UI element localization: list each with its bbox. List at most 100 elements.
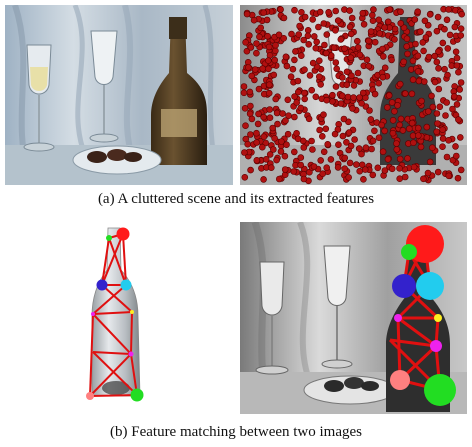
feature-point [288, 30, 295, 38]
feature-point [394, 102, 401, 109]
feature-point [356, 167, 363, 175]
feature-point [300, 144, 308, 151]
feature-point [240, 83, 248, 90]
feature-point [297, 52, 305, 60]
feature-point [292, 48, 299, 55]
caption-b: (b) Feature matching between two images [110, 424, 362, 440]
feature-point [449, 105, 456, 113]
feature-point [426, 158, 434, 166]
feature-point [263, 16, 271, 24]
feature-point [341, 45, 348, 52]
feature-point [386, 6, 393, 13]
feature-point [356, 51, 364, 59]
feature-point [262, 156, 270, 163]
feature-point [362, 144, 370, 151]
feature-point [271, 135, 278, 142]
feature-point [323, 49, 330, 57]
feature-point [445, 172, 453, 180]
feature-point [371, 38, 379, 46]
feature-point [408, 90, 416, 98]
feature-point [458, 10, 465, 18]
feature-point [400, 58, 407, 66]
grayscale-scene-image [240, 222, 467, 414]
feature-point [266, 106, 274, 113]
feature-point [256, 33, 263, 41]
feature-point [277, 6, 284, 13]
feature-point [266, 114, 274, 121]
feature-point [428, 92, 435, 100]
feature-point [359, 9, 367, 17]
feature-point [251, 66, 259, 73]
feature-point [425, 108, 432, 115]
feature-point [272, 95, 280, 103]
feature-point [351, 136, 358, 143]
feature-point [316, 8, 324, 16]
feature-point [241, 149, 248, 156]
feature-point [253, 139, 261, 146]
feature-point [452, 143, 459, 150]
feature-point [433, 128, 440, 135]
feature-point [248, 72, 255, 80]
feature-point [441, 65, 448, 73]
feature-point [267, 164, 275, 171]
feature-point [272, 47, 279, 55]
feature-point [281, 152, 289, 160]
feature-point [391, 25, 399, 33]
feature-point [434, 120, 441, 127]
feature-point [388, 99, 396, 106]
feature-point [243, 10, 251, 18]
feature-point [341, 154, 349, 162]
feature-point [346, 23, 354, 31]
feature-point [443, 153, 451, 161]
feature-point [368, 145, 375, 153]
feature-point [375, 134, 383, 141]
feature-point [279, 110, 286, 117]
feature-point [335, 141, 342, 148]
feature-point [305, 40, 312, 48]
feature-point [296, 22, 303, 30]
feature-point [417, 143, 425, 151]
feature-point [453, 54, 461, 62]
feature-point [370, 6, 377, 13]
feature-point [422, 34, 430, 41]
feature-point [346, 7, 353, 14]
feature-point [334, 17, 342, 24]
feature-point [420, 47, 427, 55]
feature-point [265, 89, 273, 97]
feature-point [309, 16, 316, 23]
feature-point [396, 175, 403, 182]
feature-point [345, 129, 353, 136]
feature-point [284, 96, 292, 104]
feature-point [453, 62, 461, 69]
feature-point [415, 77, 423, 85]
feature-point [393, 140, 400, 147]
feature-point [367, 28, 375, 35]
feature-point [415, 124, 422, 132]
feature-point [264, 32, 271, 40]
feature-point [337, 100, 345, 107]
feature-point [356, 94, 363, 101]
feature-point [334, 164, 342, 171]
feature-point [456, 86, 463, 93]
feature-point [313, 38, 320, 46]
feature-point [452, 48, 460, 56]
feature-point [257, 24, 265, 32]
feature-point [457, 79, 465, 86]
feature-point [323, 31, 331, 38]
feature-point [354, 37, 361, 45]
feature-point [298, 9, 305, 16]
feature-point [240, 89, 248, 97]
feature-point [374, 164, 382, 172]
feature-point [242, 122, 249, 129]
feature-point [301, 95, 308, 103]
feature-point [396, 165, 403, 172]
feature-point [332, 7, 339, 15]
feature-point [433, 58, 441, 66]
feature-point [322, 125, 330, 133]
feature-point [260, 9, 268, 16]
feature-point [453, 101, 461, 108]
feature-point [272, 41, 279, 49]
feature-point [433, 110, 441, 117]
feature-point [264, 57, 272, 64]
feature-point [332, 59, 340, 66]
